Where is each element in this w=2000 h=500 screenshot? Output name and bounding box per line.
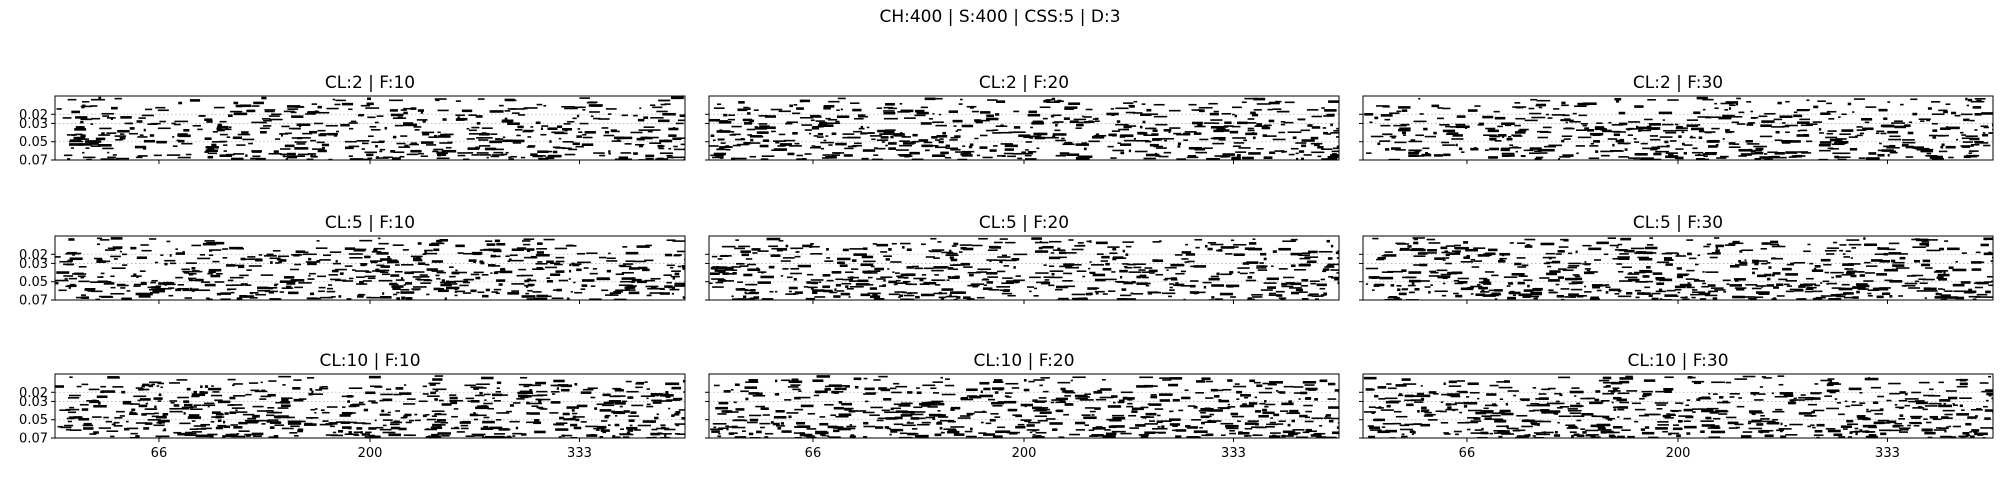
- y-tick-label: 0.03: [19, 117, 48, 132]
- y-tick-label: 0.07: [19, 154, 48, 169]
- panel-7: CL:10 | F:10 0.020.03 0.05 0.07 66 200 333: [19, 351, 686, 461]
- y-tick-label: 0.05: [19, 275, 48, 290]
- panel-title: CL:2 | F:10: [325, 73, 415, 93]
- x-tick-label: 200: [358, 446, 383, 461]
- panel-title: CL:10 | F:10: [319, 351, 420, 371]
- x-tick-label: 333: [567, 446, 592, 461]
- panel-title: CL:2 | F:20: [979, 73, 1069, 93]
- panel-title: CL:2 | F:30: [1633, 73, 1723, 93]
- marks-group: [1364, 96, 1993, 160]
- panel-title: CL:5 | F:30: [1633, 213, 1723, 233]
- y-tick-label: 0.05: [19, 135, 48, 150]
- y-tick-label: 0.02: [19, 386, 48, 401]
- x-tick-label: 66: [151, 446, 168, 461]
- y-tick-label: 0.02: [19, 108, 48, 123]
- panel-4: CL:5 | F:10 0.020.03 0.05 0.07: [19, 213, 686, 309]
- panel-2: CL:2 | F:20: [705, 73, 1340, 164]
- marks-group: [55, 375, 685, 438]
- y-tick-label: 0.07: [19, 294, 48, 309]
- panel-1: CL:2 | F:10 0.020.03 0.05 0.07: [19, 73, 686, 169]
- y-tick-label: 0.02: [19, 248, 48, 263]
- y-tick-label: 0.03: [19, 395, 48, 410]
- axes-frame: [708, 95, 1340, 161]
- marks-group: [1365, 237, 1993, 300]
- panel-title: CL:5 | F:10: [325, 213, 415, 233]
- marks-group: [55, 237, 685, 300]
- figure-title: CH:400 | S:400 | CSS:5 | D:3: [879, 7, 1121, 27]
- marks-group: [56, 96, 685, 160]
- panel-5: CL:5 | F:20: [705, 213, 1340, 304]
- panel-title: CL:5 | F:20: [979, 213, 1069, 233]
- marks-group: [709, 237, 1339, 300]
- panel-3: CL:2 | F:30: [1359, 73, 1994, 164]
- y-tick-label: 0.05: [19, 413, 48, 428]
- y-tick-label: 0.07: [19, 432, 48, 447]
- marks-group: [709, 97, 1339, 160]
- panel-6: CL:5 | F:30: [1359, 213, 1994, 304]
- marks-group: [710, 375, 1339, 438]
- y-tick-label: 0.03: [19, 257, 48, 272]
